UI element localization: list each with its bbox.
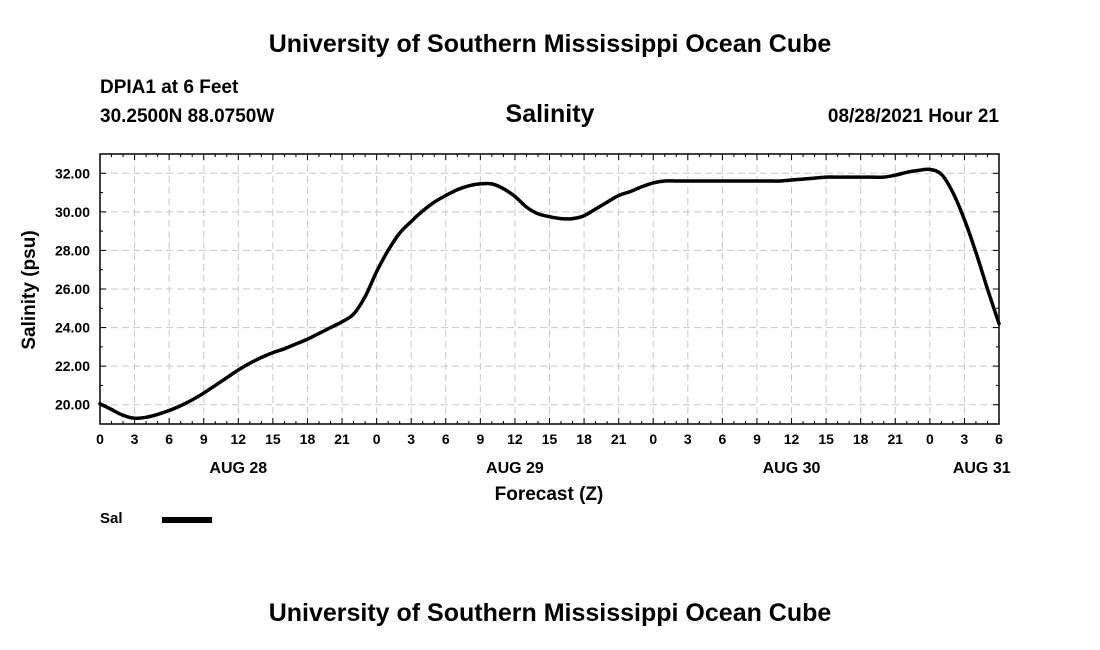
axis-layer: 0 3 6 9 12 15 18 21 0 3 6 9 12 15 18 21 0 3 6 9 12 15 18 21 0 3 6 A… <box>55 153 1011 477</box>
x-tick-label: 6 <box>718 431 726 447</box>
x-day-label: AUG 31 <box>953 460 1011 477</box>
y-tick-label: 22.00 <box>55 358 90 374</box>
y-axis-label: Salinity (psu) <box>19 230 40 349</box>
x-tick-label: 21 <box>887 431 903 447</box>
x-tick-label: 6 <box>165 431 173 447</box>
y-tick-label: 24.00 <box>55 320 90 336</box>
x-tick-label: 0 <box>649 431 657 447</box>
series-layer <box>98 167 1001 421</box>
footer-title: University of Southern Mississippi Ocean… <box>268 599 832 627</box>
x-tick-label: 3 <box>131 431 139 447</box>
x-tick-label: 9 <box>753 431 761 447</box>
y-tick-label: 32.00 <box>55 165 90 181</box>
legend-label: Sal <box>100 510 123 527</box>
y-tick-label: 26.00 <box>55 281 90 297</box>
x-tick-label: 3 <box>961 431 969 447</box>
page-title: University of Southern Mississippi Ocean… <box>268 30 832 58</box>
x-tick-label: 15 <box>542 431 558 447</box>
x-tick-label: 18 <box>300 431 316 447</box>
x-tick-label: 9 <box>476 431 484 447</box>
variable-title: Salinity <box>505 100 595 128</box>
x-tick-label: 0 <box>926 431 934 447</box>
x-tick-label: 15 <box>265 431 281 447</box>
x-tick-label: 6 <box>442 431 450 447</box>
grid-layer <box>100 154 999 424</box>
x-tick-label: 12 <box>507 431 523 447</box>
x-tick-label: 3 <box>407 431 415 447</box>
run-timestamp: 08/28/2021 Hour 21 <box>827 106 999 127</box>
y-tick-label: 20.00 <box>55 397 90 413</box>
x-day-label: AUG 29 <box>486 460 544 477</box>
series-line-sal <box>98 167 1001 421</box>
x-tick-label: 18 <box>576 431 592 447</box>
x-tick-label: 21 <box>334 431 350 447</box>
plot-frame <box>99 153 1000 425</box>
station-coords: 30.2500N 88.0750W <box>100 106 275 127</box>
x-day-label: AUG 30 <box>763 460 821 477</box>
x-tick-label: 0 <box>96 431 104 447</box>
x-day-label: AUG 28 <box>209 460 267 477</box>
x-tick-label: 0 <box>373 431 381 447</box>
x-tick-label: 12 <box>231 431 247 447</box>
y-tick-label: 28.00 <box>55 242 90 258</box>
x-tick-label: 18 <box>853 431 869 447</box>
x-tick-label: 12 <box>784 431 800 447</box>
y-tick-label: 30.00 <box>55 204 90 220</box>
x-axis-label: Forecast (Z) <box>495 484 604 505</box>
x-tick-label: 21 <box>611 431 627 447</box>
x-tick-label: 15 <box>818 431 834 447</box>
x-tick-label: 6 <box>995 431 1003 447</box>
x-tick-label: 9 <box>200 431 208 447</box>
station-name: DPIA1 at 6 Feet <box>100 77 239 98</box>
x-tick-label: 3 <box>684 431 692 447</box>
legend-swatch <box>162 517 212 523</box>
